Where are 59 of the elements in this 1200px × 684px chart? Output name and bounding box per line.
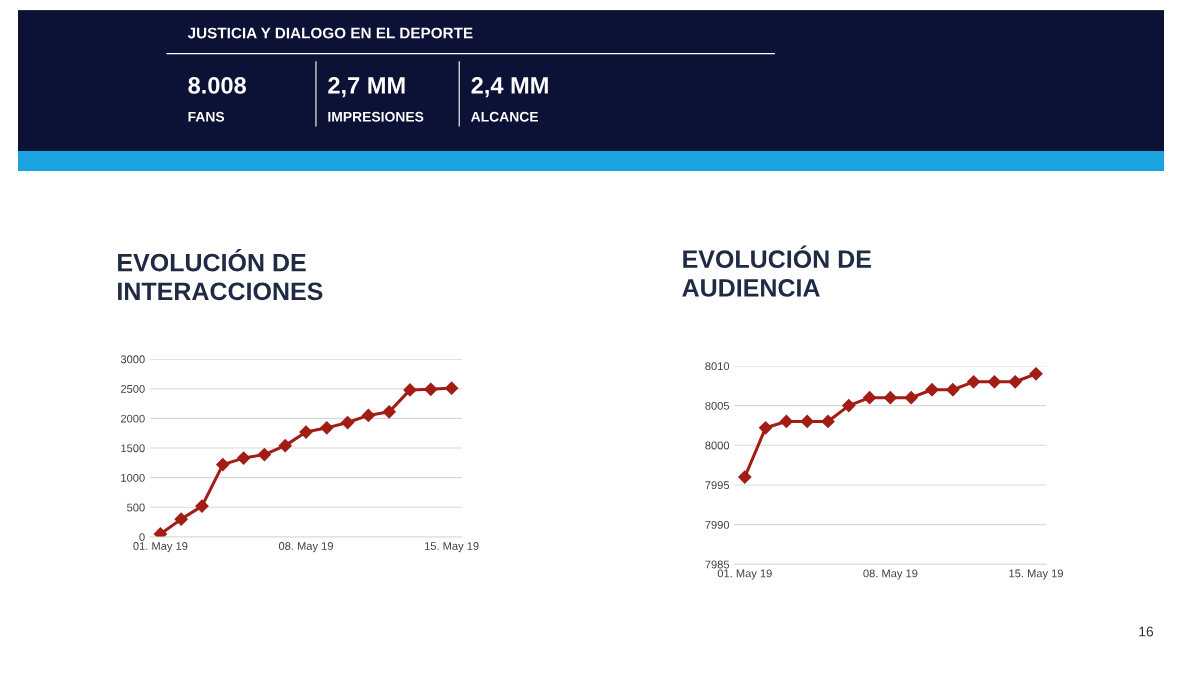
text: IMPRESIONES [328, 111, 424, 122]
y-tick-label: 7995 [705, 481, 730, 490]
text: JUSTICIA Y DIALOGO EN EL DEPORTE [187, 27, 473, 39]
x-tick-label: 08. May 19 [863, 569, 918, 580]
x-tick-label: 01. May 19 [717, 569, 772, 580]
y-tick-label: 1000 [121, 473, 145, 482]
point [987, 375, 1001, 389]
point [299, 425, 313, 439]
text: 8.008 [188, 77, 246, 94]
chart-title: EVOLUCIÓN DE INTERACCIONES [118, 249, 323, 301]
point [759, 421, 773, 435]
point [278, 439, 292, 453]
point [738, 470, 752, 484]
point [320, 421, 334, 435]
y-tick-label: 2000 [120, 414, 145, 423]
point [174, 512, 188, 526]
point [863, 391, 877, 405]
point [153, 527, 167, 537]
text: ALCANCE [471, 111, 539, 122]
point [904, 391, 918, 405]
x-tick-label: 15. May 19 [424, 542, 479, 553]
point [821, 414, 835, 429]
text: 2,4 MM [471, 77, 548, 98]
x-tick-label: 01. May 19 [133, 542, 188, 553]
y-tick-label: 1500 [121, 444, 145, 453]
point [967, 375, 981, 389]
point [946, 383, 960, 397]
point [925, 383, 939, 397]
point [403, 383, 417, 397]
point [237, 451, 251, 465]
point [842, 399, 856, 413]
point [341, 415, 355, 430]
point [257, 447, 271, 462]
text: FANS [188, 111, 225, 122]
point [361, 408, 375, 423]
point [779, 414, 793, 429]
y-tick-label: 3000 [120, 355, 145, 364]
point [883, 391, 897, 405]
y-tick-label: 8010 [705, 362, 730, 371]
y-tick-label: 8000 [705, 441, 730, 450]
text: 16 [1139, 626, 1154, 637]
point [1029, 367, 1043, 381]
point [800, 414, 814, 429]
y-tick-label: 7990 [705, 520, 730, 529]
point [382, 405, 396, 419]
x-tick-label: 08. May 19 [278, 542, 333, 553]
chart-title: EVOLUCIÓN DE AUDIENCIA [682, 245, 871, 297]
point [424, 382, 438, 396]
text: 2,7 MM [328, 77, 405, 98]
y-tick-label: 0 [139, 533, 145, 542]
y-tick-label: 7985 [705, 560, 730, 569]
point [445, 381, 459, 395]
point [1008, 375, 1022, 389]
y-tick-label: 8005 [705, 401, 730, 410]
y-tick-label: 500 [127, 503, 145, 512]
point [216, 458, 230, 472]
x-tick-label: 15. May 19 [1009, 569, 1063, 580]
y-tick-label: 2500 [120, 385, 145, 393]
point [195, 499, 209, 513]
